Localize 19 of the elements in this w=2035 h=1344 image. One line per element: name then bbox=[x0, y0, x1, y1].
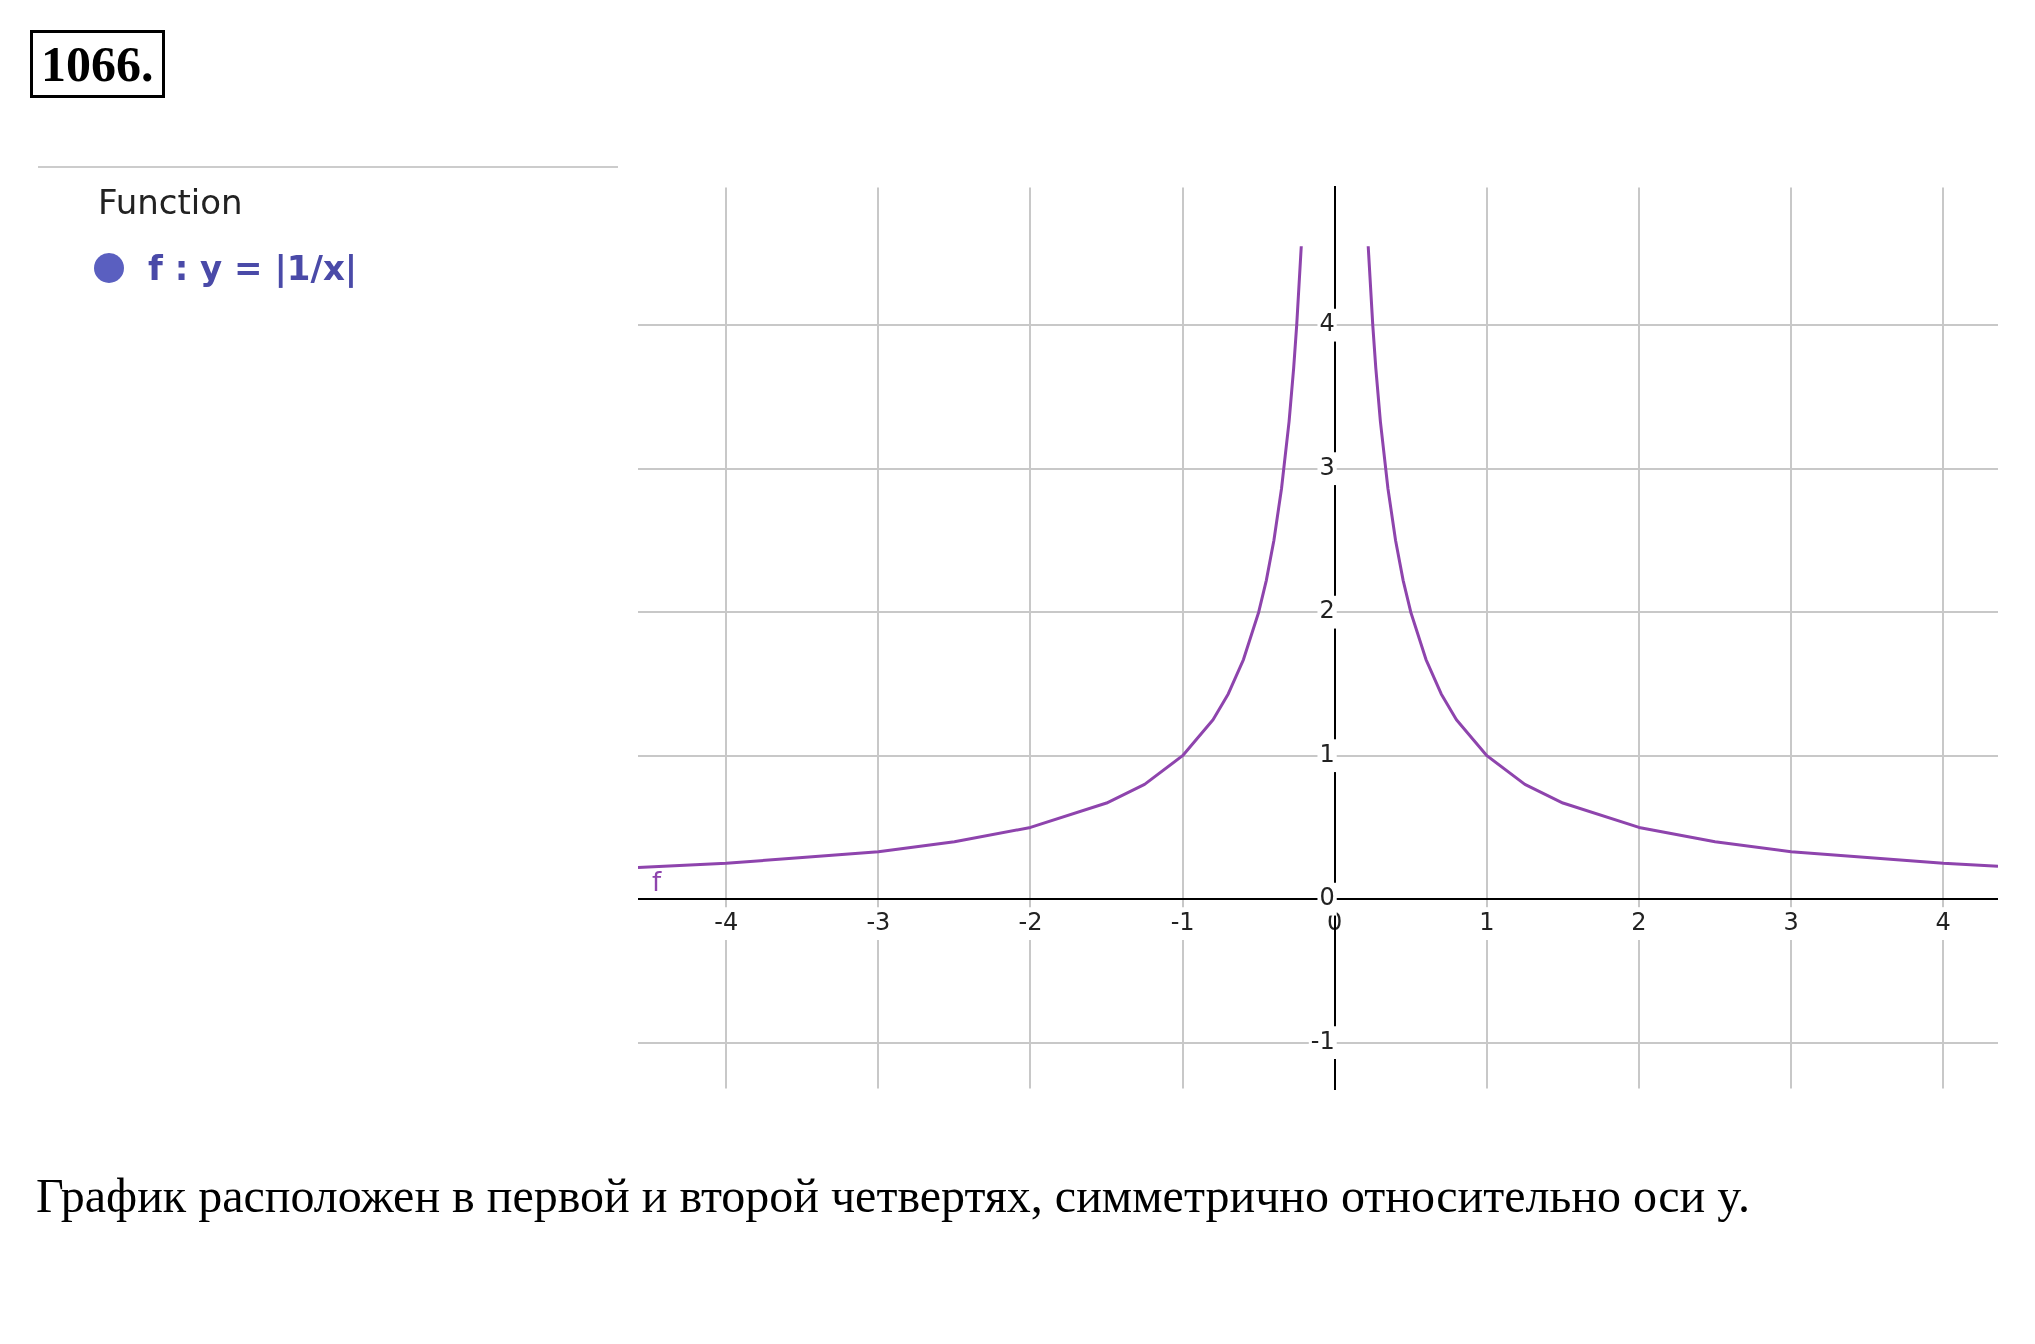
y-tick-label: 0 bbox=[1319, 883, 1335, 912]
x-tick-label: -1 bbox=[1170, 907, 1195, 936]
x-tick-label: -3 bbox=[866, 907, 891, 936]
y-tick-label: 4 bbox=[1319, 309, 1335, 338]
x-tick-label: 4 bbox=[1935, 907, 1951, 936]
x-tick-label: 2 bbox=[1631, 907, 1647, 936]
text: 1066. bbox=[30, 30, 165, 98]
x-tick-label: 1 bbox=[1479, 907, 1495, 936]
legend-title: Function bbox=[98, 182, 244, 222]
x-tick-label: 3 bbox=[1783, 907, 1799, 936]
text: f : y = |1/x| bbox=[148, 248, 358, 288]
annotation: f bbox=[652, 867, 662, 898]
y-tick-label: 1 bbox=[1319, 739, 1335, 768]
text: График расположен в первой и второй четвертях, симметрично относительно оси y. bbox=[36, 1168, 1752, 1224]
x-tick-label: -2 bbox=[1018, 907, 1043, 936]
x-tick-label: -4 bbox=[714, 907, 739, 936]
y-tick-label: 2 bbox=[1319, 596, 1335, 625]
y-tick-label: -1 bbox=[1310, 1026, 1335, 1055]
y-tick-label: 3 bbox=[1319, 452, 1335, 481]
